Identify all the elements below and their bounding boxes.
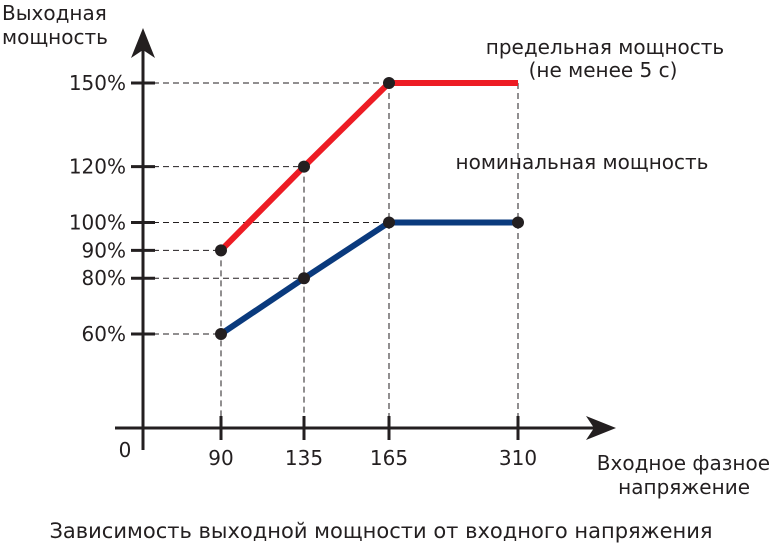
x-tick-label-135: 135 bbox=[285, 446, 323, 470]
y-tick-label-90: 90% bbox=[82, 238, 126, 262]
x-axis-label-line-2: напряжение bbox=[618, 475, 750, 499]
data-point-0-0 bbox=[215, 244, 227, 257]
series-label-1-line-1: номинальная мощность bbox=[456, 150, 709, 174]
y-tick-label-80: 80% bbox=[82, 266, 126, 290]
series-label-0-line-2: (не менее 5 с) bbox=[529, 58, 678, 82]
chart-title: Зависимость выходной мощности от входног… bbox=[49, 519, 712, 543]
data-point-1-2 bbox=[383, 216, 395, 229]
y-tick-label-150: 150% bbox=[69, 71, 126, 95]
x-tick-label-310: 310 bbox=[499, 446, 537, 470]
series-label-0-line-1: предельная мощность bbox=[486, 35, 724, 59]
data-point-1-1 bbox=[298, 272, 310, 285]
axes bbox=[115, 28, 616, 450]
data-point-1-3 bbox=[512, 216, 524, 229]
y-axis-label-line-1: Выходная bbox=[2, 1, 107, 25]
series-line-0 bbox=[218, 80, 518, 253]
data-point-0-1 bbox=[298, 160, 310, 173]
x-axis-label-line-1: Входное фазное bbox=[597, 451, 770, 475]
x-axis-arrow bbox=[586, 416, 616, 440]
y-tick-label-120: 120% bbox=[69, 155, 126, 179]
series-layer bbox=[215, 77, 524, 340]
y-tick-label-60: 60% bbox=[82, 322, 126, 346]
y-axis-label-line-2: мощность bbox=[2, 25, 108, 49]
series-line-1 bbox=[219, 219, 518, 337]
y-tick-label-100: 100% bbox=[69, 210, 126, 234]
y-axis-arrow bbox=[131, 28, 155, 58]
guide-lines bbox=[143, 82, 519, 428]
origin-label: 0 bbox=[119, 438, 132, 462]
x-tick-label-165: 165 bbox=[370, 446, 408, 470]
data-point-1-0 bbox=[215, 328, 227, 340]
x-tick-label-90: 90 bbox=[208, 446, 233, 470]
data-point-0-2 bbox=[383, 77, 395, 89]
